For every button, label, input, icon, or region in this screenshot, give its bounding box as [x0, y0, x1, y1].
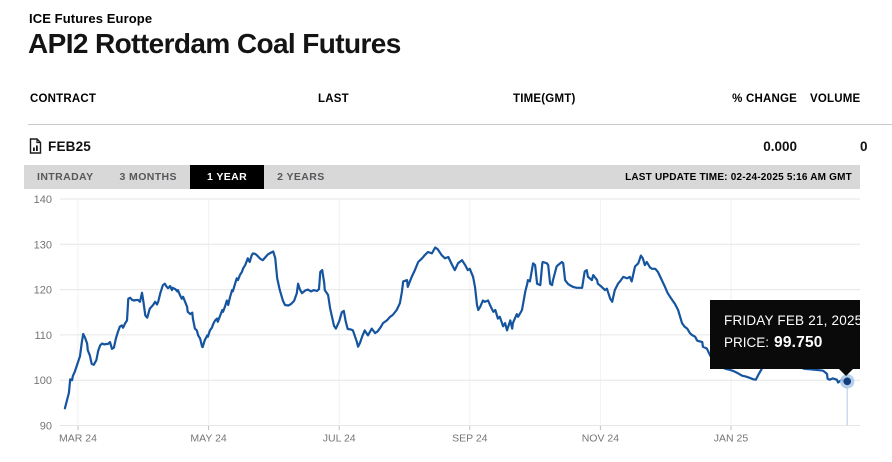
svg-text:140: 140 — [34, 194, 52, 206]
column-header-time: TIME(GMT) — [513, 93, 576, 105]
svg-text:NOV 24: NOV 24 — [582, 433, 620, 445]
column-header-contract: CONTRACT — [30, 93, 97, 105]
tab-1-year[interactable]: 1 YEAR — [189, 165, 265, 189]
svg-text:MAR 24: MAR 24 — [59, 433, 97, 445]
svg-text:MAY 24: MAY 24 — [190, 433, 227, 445]
chart-tooltip: FRIDAY FEB 21, 2025 PRICE: 99.750 — [710, 300, 863, 376]
tab-3-months[interactable]: 3 MONTHS — [119, 171, 177, 183]
contract-cell[interactable]: FEB25 — [48, 139, 92, 154]
tab-intraday[interactable]: INTRADAY — [37, 171, 94, 183]
svg-text:JAN 25: JAN 25 — [714, 433, 749, 445]
svg-text:SEP 24: SEP 24 — [452, 433, 488, 445]
exchange-name: ICE Futures Europe — [29, 11, 153, 26]
svg-text:90: 90 — [40, 421, 52, 433]
chart-range-toolbar: INTRADAY 3 MONTHS 1 YEAR 2 YEARS LAST UP… — [24, 165, 860, 189]
tab-2-years[interactable]: 2 YEARS — [277, 171, 325, 183]
last-update-time: LAST UPDATE TIME: 02-24-2025 5:16 AM GMT — [625, 171, 852, 183]
quote-table-header: CONTRACT LAST TIME(GMT) % CHANGE VOLUME — [0, 93, 892, 109]
tooltip-price-label: PRICE: — [724, 335, 770, 350]
tooltip-price-value: 99.750 — [774, 334, 823, 351]
page-title: API2 Rotterdam Coal Futures — [28, 28, 401, 59]
svg-text:JUL 24: JUL 24 — [323, 433, 356, 445]
svg-text:120: 120 — [34, 285, 52, 297]
volume-cell: 0 — [860, 139, 868, 154]
table-row[interactable]: FEB25 0.000 0 — [0, 137, 892, 157]
table-header-divider — [28, 124, 892, 125]
contract-spec-document-icon[interactable] — [29, 138, 42, 154]
svg-text:110: 110 — [34, 330, 52, 342]
column-header-pct-change: % CHANGE — [732, 93, 797, 105]
tooltip-date: FRIDAY FEB 21, 2025 — [724, 313, 863, 328]
column-header-volume: VOLUME — [810, 93, 861, 105]
svg-text:130: 130 — [34, 239, 52, 251]
column-header-last: LAST — [318, 93, 349, 105]
pct-change-cell: 0.000 — [763, 139, 797, 154]
svg-text:100: 100 — [34, 375, 52, 387]
range-tabs: INTRADAY 3 MONTHS 1 YEAR 2 YEARS — [24, 165, 338, 189]
